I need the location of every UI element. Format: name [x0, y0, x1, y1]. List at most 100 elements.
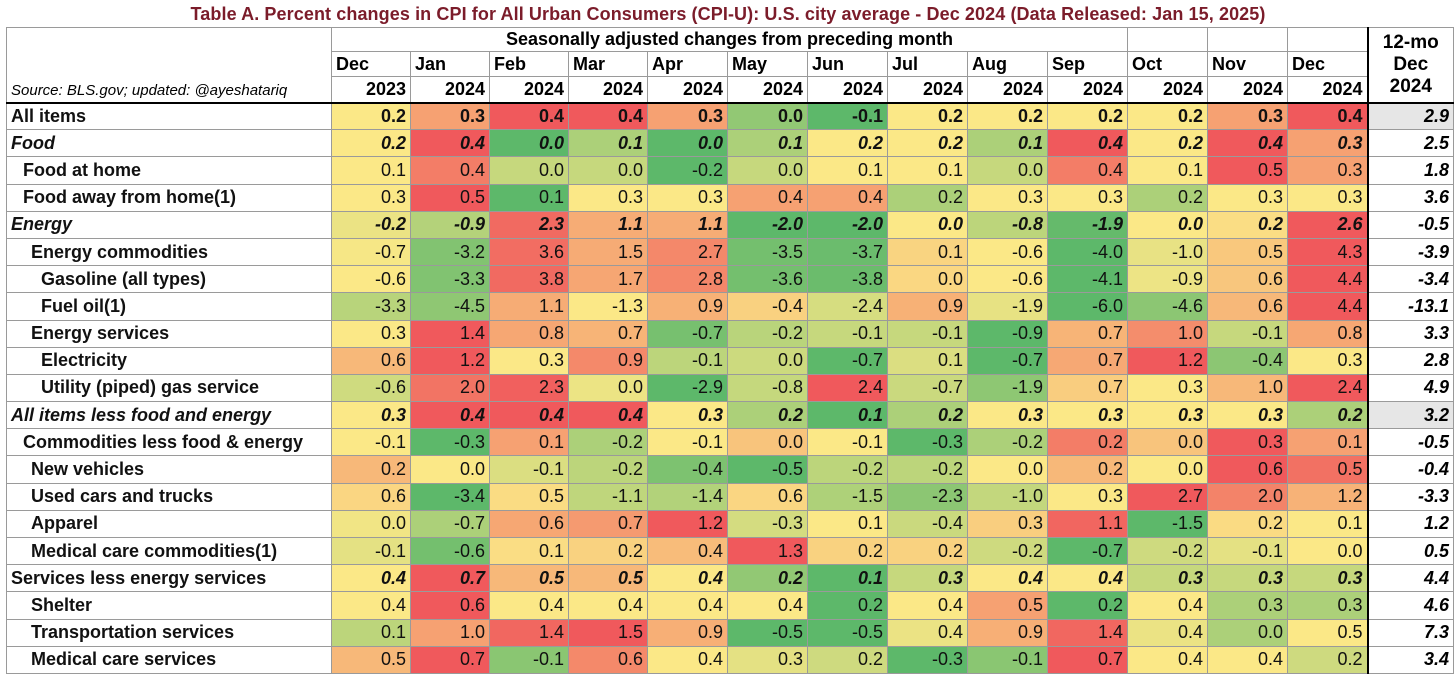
value-cell: -0.7 — [410, 509, 490, 539]
value-cell: -1.5 — [807, 482, 888, 511]
value-cell: 0.1 — [1287, 509, 1369, 539]
value-cell: 1.3 — [727, 536, 808, 566]
value-cell: 0.2 — [331, 455, 411, 484]
value-cell: -4.0 — [1046, 237, 1129, 267]
value-cell: 0.3 — [489, 346, 569, 375]
value-cell: 0.2 — [1046, 428, 1129, 457]
seasonal-header: Seasonally adjusted changes from precedi… — [330, 27, 1129, 52]
value-cell: -0.6 — [331, 373, 411, 403]
value-cell: 0.6 — [410, 591, 490, 620]
value-cell: 0.4 — [727, 591, 808, 620]
value-cell: 0.3 — [331, 319, 411, 348]
value-cell: 0.5 — [1207, 156, 1289, 185]
value-cell: 0.1 — [568, 129, 648, 158]
value-cell: -4.5 — [410, 292, 490, 321]
value-cell: -3.2 — [410, 237, 490, 267]
row-label: Services less energy services — [6, 564, 332, 593]
value-cell: -0.4 — [647, 455, 728, 484]
yoy-cell: 2.9 — [1366, 101, 1455, 131]
row-label: Shelter — [6, 591, 332, 620]
value-cell: 0.4 — [887, 618, 968, 647]
table-row: Commodities less food & energy -0.1 -0.3 0.… — [6, 428, 1455, 457]
value-cell: 0.2 — [807, 536, 888, 566]
value-cell: 0.1 — [1127, 156, 1209, 185]
value-cell: 0.2 — [331, 129, 411, 158]
year-header: 2024 — [887, 76, 968, 104]
value-cell: 2.0 — [410, 373, 490, 403]
value-cell: 2.6 — [1287, 210, 1369, 239]
table-row: Medical care commodities(1) -0.1 -0.6 0.1 0.… — [6, 536, 1455, 566]
value-cell: 0.7 — [1046, 373, 1129, 403]
row-label: Used cars and trucks — [6, 482, 332, 511]
value-cell: 0.1 — [331, 156, 411, 185]
value-cell: 3.6 — [489, 237, 569, 267]
value-cell: 0.0 — [331, 509, 411, 539]
value-cell: 0.1 — [887, 237, 968, 267]
value-cell: -1.9 — [1046, 210, 1129, 239]
value-cell: 0.3 — [1287, 591, 1369, 620]
value-cell: 0.1 — [887, 346, 968, 375]
row-label: Commodities less food & energy — [6, 428, 332, 457]
value-cell: -0.6 — [967, 265, 1048, 294]
value-cell: -1.5 — [1127, 509, 1209, 539]
value-cell: -0.7 — [331, 237, 411, 267]
value-cell: 0.6 — [727, 482, 808, 511]
value-cell: 0.3 — [727, 645, 808, 674]
value-cell: -0.5 — [727, 455, 808, 484]
value-cell: -4.6 — [1127, 292, 1209, 321]
value-cell: 0.3 — [887, 564, 968, 593]
value-cell: -2.9 — [647, 373, 728, 403]
year-header: 2024 — [647, 76, 728, 104]
value-cell: 0.7 — [1046, 319, 1129, 348]
value-cell: 1.1 — [647, 210, 728, 239]
value-cell: -6.0 — [1046, 292, 1129, 321]
value-cell: -0.2 — [967, 428, 1048, 457]
value-cell: 0.6 — [1207, 265, 1289, 294]
value-cell: 0.0 — [1127, 455, 1209, 484]
value-cell: -0.4 — [887, 509, 968, 539]
value-cell: 0.2 — [887, 129, 968, 158]
value-cell: 0.1 — [489, 536, 569, 566]
value-cell: 0.6 — [331, 346, 411, 375]
value-cell: 0.4 — [1127, 591, 1209, 620]
value-cell: -0.2 — [807, 455, 888, 484]
year-header: 2024 — [727, 76, 808, 104]
value-cell: 0.3 — [1207, 401, 1289, 430]
value-cell: 0.5 — [1287, 455, 1369, 484]
table-row: Shelter 0.4 0.6 0.4 0.4 0.4 0.4 0.2 0.4 0.5 0.2 0.4… — [6, 591, 1455, 620]
value-cell: 0.5 — [1287, 618, 1369, 647]
value-cell: 0.4 — [1127, 645, 1209, 674]
value-cell: 0.2 — [1207, 509, 1289, 539]
value-cell: 1.1 — [568, 210, 648, 239]
value-cell: -3.7 — [807, 237, 888, 267]
value-cell: -0.6 — [331, 265, 411, 294]
value-cell: 0.0 — [967, 455, 1048, 484]
year-header: 2024 — [807, 76, 888, 104]
value-cell: -2.4 — [807, 292, 888, 321]
value-cell: 0.0 — [1287, 536, 1369, 566]
row-label: Electricity — [6, 346, 332, 375]
value-cell: -1.0 — [967, 482, 1048, 511]
value-cell: 0.3 — [1046, 183, 1129, 212]
value-cell: 0.0 — [727, 101, 808, 131]
value-cell: 1.4 — [1046, 618, 1129, 647]
year-header: 2023 — [331, 76, 411, 104]
value-cell: 0.4 — [410, 129, 490, 158]
value-cell: 0.4 — [1046, 156, 1129, 185]
value-cell: 0.4 — [887, 591, 968, 620]
month-header: Feb — [489, 51, 569, 77]
value-cell: 0.5 — [568, 564, 648, 593]
table-row: Transportation services 0.1 1.0 1.4 1.5 0.9 -0… — [6, 618, 1455, 647]
yoy-cell: -13.1 — [1366, 292, 1455, 321]
value-cell: 0.3 — [1046, 401, 1129, 430]
value-cell: 0.2 — [807, 591, 888, 620]
month-header: Jul — [887, 51, 968, 77]
value-cell: 2.8 — [647, 265, 728, 294]
table-row: Food away from home(1) 0.3 0.5 0.1 0.3 0.3 0.4… — [6, 183, 1455, 212]
value-cell: 0.9 — [647, 292, 728, 321]
value-cell: -0.1 — [647, 428, 728, 457]
row-label: Fuel oil(1) — [6, 292, 332, 321]
value-cell: 4.4 — [1287, 265, 1369, 294]
table-row: Energy commodities -0.7 -3.2 3.6 1.5 2.7 -3.5-… — [6, 237, 1455, 267]
value-cell: -0.7 — [1046, 536, 1129, 566]
